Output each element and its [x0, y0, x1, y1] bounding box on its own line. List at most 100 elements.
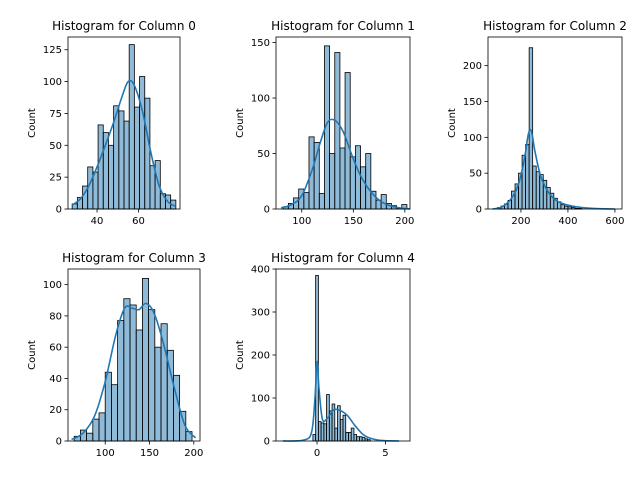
histogram-bar — [148, 309, 156, 442]
y-tick-label: 60 — [49, 343, 62, 354]
y-tick-label: 100 — [43, 280, 62, 291]
y-tick-label: 0 — [264, 205, 270, 216]
histogram-bar — [318, 193, 325, 210]
histogram-bar — [339, 147, 346, 210]
x-tick-label: 600 — [605, 216, 624, 227]
axes-frame — [275, 36, 411, 210]
histogram-bar — [334, 427, 338, 442]
chart-title: Histogram for Column 3 — [62, 251, 206, 265]
histogram-bar — [117, 320, 125, 442]
histogram-bar — [154, 346, 162, 442]
kde-curve — [71, 79, 177, 208]
y-tick-label: 100 — [251, 394, 270, 405]
axes-frame — [67, 268, 201, 442]
histogram-bar — [92, 418, 100, 442]
chart-title: Histogram for Column 2 — [483, 19, 627, 33]
y-tick-label: 50 — [49, 141, 62, 152]
histogram-bar — [345, 431, 349, 442]
x-tick-label: 150 — [344, 216, 363, 227]
kde-curve — [71, 302, 197, 441]
histogram-bar — [525, 144, 530, 210]
histogram-bar — [104, 371, 112, 442]
histogram-bar — [535, 171, 541, 210]
y-tick-label: 200 — [251, 351, 270, 362]
histogram-bar — [108, 144, 115, 210]
y-tick-label: 75 — [49, 109, 62, 120]
axes-frame — [487, 36, 623, 210]
y-tick-label: 125 — [43, 45, 62, 56]
y-tick-label: 0 — [56, 437, 62, 448]
histogram-bar — [329, 153, 336, 210]
y-tick-label: 150 — [463, 97, 482, 108]
histogram-bar — [111, 384, 119, 442]
histogram-bar — [97, 124, 104, 210]
y-tick-label: 25 — [49, 173, 62, 184]
histogram-bar — [349, 156, 356, 210]
kde-curve — [282, 360, 400, 442]
histogram-bar — [356, 436, 360, 442]
histogram-bar — [312, 434, 317, 442]
histogram-bar — [317, 421, 322, 442]
histogram-bar — [560, 204, 565, 210]
x-tick-label: 400 — [558, 216, 577, 227]
histogram-bar — [139, 76, 146, 210]
histogram-bar — [361, 437, 366, 442]
histogram-bar — [360, 166, 367, 210]
axes-frame — [67, 36, 181, 210]
x-tick-label: 0 — [314, 448, 320, 459]
chart-title: Histogram for Column 0 — [52, 19, 196, 33]
histogram-bar — [118, 110, 125, 210]
y-axis-label: Count — [27, 340, 38, 370]
histogram-bar — [92, 171, 99, 210]
y-tick-label: 100 — [463, 133, 482, 144]
histogram-bar — [528, 47, 534, 210]
panel-column-1: 100 150 200 0 50 100 150 Count Histogram for Col… — [235, 19, 415, 227]
x-tick-label: 60 — [132, 216, 145, 227]
panel-column-3: 100 150 200 0 20 40 60 80 100 Count Histogram for … — [27, 251, 206, 459]
x-tick-label: 100 — [292, 216, 311, 227]
histogram-bar — [365, 153, 372, 210]
chart-title: Histogram for Column 1 — [271, 19, 415, 33]
y-tick-label: 100 — [251, 94, 270, 105]
histogram-bar — [160, 323, 168, 442]
histogram-bar — [128, 44, 135, 210]
histogram-bar — [564, 205, 569, 210]
histogram-bar — [135, 329, 143, 442]
y-axis-label: Count — [235, 340, 246, 370]
histogram-bar — [323, 423, 327, 442]
histogram-bar — [133, 106, 140, 210]
y-tick-label: 40 — [49, 374, 62, 385]
histogram-bar — [303, 191, 310, 210]
y-tick-label: 0 — [264, 437, 270, 448]
x-tick-label: 100 — [96, 448, 115, 459]
histogram-bar — [98, 412, 106, 442]
histogram-bar — [348, 431, 352, 442]
x-tick-label: 5 — [382, 448, 388, 459]
x-tick-label: 200 — [395, 216, 414, 227]
histogram-bar — [129, 304, 137, 442]
y-tick-label: 0 — [56, 205, 62, 216]
histogram-bar — [359, 436, 363, 442]
y-tick-label: 100 — [43, 77, 62, 88]
y-axis-label: Count — [447, 108, 458, 138]
y-tick-label: 300 — [251, 308, 270, 319]
histogram-bar — [123, 298, 131, 442]
histogram-bar — [320, 422, 325, 442]
histogram-bar — [350, 427, 355, 442]
histogram-bar — [86, 432, 94, 442]
x-tick-label: 200 — [184, 448, 203, 459]
histogram-bar — [344, 72, 351, 210]
y-tick-label: 0 — [476, 205, 482, 216]
y-tick-label: 200 — [463, 61, 482, 72]
y-tick-label: 20 — [49, 405, 62, 416]
histogram-bar — [354, 145, 361, 210]
kde-curve — [492, 128, 615, 210]
kde-curve — [280, 118, 411, 210]
x-tick-label: 200 — [511, 216, 530, 227]
y-tick-label: 50 — [257, 149, 270, 160]
x-tick-label: 40 — [91, 216, 104, 227]
histogram-bar — [315, 275, 319, 442]
histogram-bar — [334, 52, 341, 210]
